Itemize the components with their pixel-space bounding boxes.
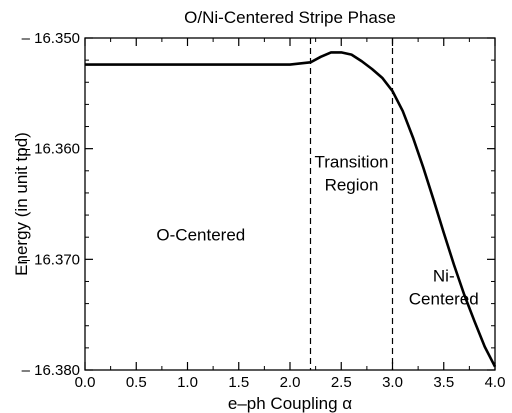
y-tick-label: – 16.350 — [22, 30, 80, 47]
region-label: Ni- Centered — [409, 266, 479, 308]
x-tick-label: 3.0 — [382, 374, 403, 391]
y-tick-label: – 16.360 — [22, 141, 80, 158]
x-tick-label: 1.5 — [228, 374, 249, 391]
x-tick-label: 1.0 — [177, 374, 198, 391]
region-label-line: Region — [325, 175, 379, 194]
plot-frame — [84, 37, 496, 371]
y-tick-label: – 16.380 — [22, 362, 80, 379]
x-tick-label: 3.5 — [433, 374, 454, 391]
y-tick-label: – 16.370 — [22, 251, 80, 268]
region-dividers — [309, 38, 394, 370]
y-axis: – 16.350 – 16.360 – 16.370 – 16.380 — [22, 30, 495, 379]
x-tick-label: 2.0 — [280, 374, 301, 391]
region-label-line: Transition — [314, 152, 388, 171]
x-axis: 0.0 0.5 1.0 1.5 2.0 2.5 3.0 3.5 4.0 — [75, 38, 506, 391]
series-layer — [85, 51, 497, 368]
x-tick-label: 0.5 — [126, 374, 147, 391]
x-tick-label: 2.5 — [331, 374, 352, 391]
region-label-line: Ni- — [433, 266, 455, 285]
region-label-line: O-Centered — [156, 226, 245, 245]
region-label-line: Centered — [409, 289, 479, 308]
region-label: O-Centered — [156, 226, 245, 245]
energy-curve — [85, 51, 497, 368]
x-axis-title: e–ph Coupling α — [228, 394, 352, 413]
x-tick-label: 0.0 — [75, 374, 96, 391]
region-labels: O-Centered Transition Region Ni- Centered — [156, 152, 478, 308]
region-label: Transition Region — [314, 152, 388, 194]
x-tick-label: 4.0 — [485, 374, 506, 391]
y-axis-title: Energy (in unit tpd) — [12, 132, 31, 276]
chart-title: O/Ni-Centered Stripe Phase — [184, 8, 396, 27]
